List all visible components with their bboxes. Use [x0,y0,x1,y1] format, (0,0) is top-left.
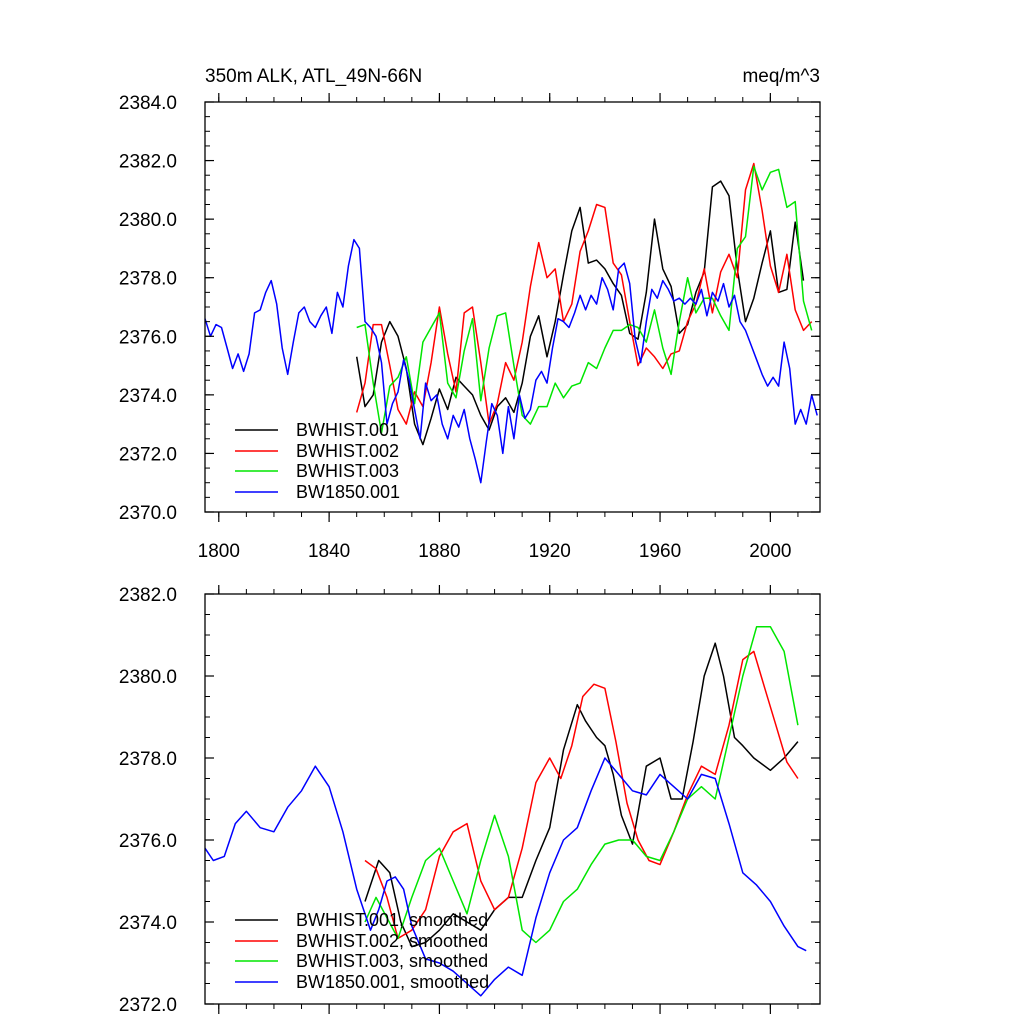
y-tick-label: 2374.0 [119,386,177,407]
top-chart-series [204,162,818,484]
bottom-chart-legend: BWHIST.001, smoothed BWHIST.002, smoothe… [235,910,489,992]
series-line-bwhist-001 [355,180,805,446]
top-chart-title: 350m ALK, ATL_49N-66N [205,66,422,87]
y-tick-label: 2378.0 [119,269,177,290]
x-tick-label: 1800 [198,541,240,562]
y-tick-label: 2372.0 [119,444,177,465]
series-line-bwhist-003 [356,165,813,434]
top-chart-legend: BWHIST.001 BWHIST.002 BWHIST.003 BW1850.… [235,420,400,502]
legend-label-bwhist-002: BWHIST.002 [296,441,399,461]
legend-label-bwhist-003-smoothed: BWHIST.003, smoothed [296,951,488,971]
series-line-bwhist-002-smoothed [364,650,799,940]
y-tick-label: 2372.0 [119,995,177,1016]
legend-label-bw1850-001-smoothed: BW1850.001, smoothed [296,972,489,992]
series-line-bwhist-002 [355,162,813,425]
x-tick-label: 1920 [529,541,571,562]
bottom-chart-series [204,626,807,997]
y-tick-label: 2376.0 [119,327,177,348]
series-line-bw1850-001 [204,238,818,484]
y-tick-label: 2382.0 [119,585,177,606]
y-tick-label: 2376.0 [119,831,177,852]
y-tick-label: 2370.0 [119,503,177,524]
y-tick-label: 2384.0 [119,93,177,114]
y-tick-label: 2380.0 [119,667,177,688]
top-chart-units: meq/m^3 [742,66,820,87]
top-chart-panel: 350m ALK, ATL_49N-66N meq/m^3 2370.0 2372… [119,66,821,562]
legend-label-bw1850-001: BW1850.001 [296,482,400,502]
x-tick-label: 1880 [418,541,460,562]
top-chart-frame [204,101,821,513]
x-tick-label: 1840 [308,541,350,562]
series-line-bwhist-003-smoothed [364,626,799,944]
legend-label-bwhist-002-smoothed: BWHIST.002, smoothed [296,931,488,951]
legend-label-bwhist-001: BWHIST.001 [296,420,399,440]
y-tick-label: 2380.0 [119,210,177,231]
top-chart-ticks: 2370.0 2372.0 2374.0 2376.0 2378.0 2380.0 2382… [119,93,820,562]
bottom-chart-panel: 2372.0 2374.0 2376.0 2378.0 2380.0 2382.0 BWH… [119,585,821,1016]
series-line-bw1850-001-smoothed [204,757,807,997]
y-tick-label: 2382.0 [119,152,177,173]
y-tick-label: 2378.0 [119,749,177,770]
legend-label-bwhist-003: BWHIST.003 [296,461,399,481]
x-tick-label: 1960 [639,541,681,562]
legend-label-bwhist-001-smoothed: BWHIST.001, smoothed [296,910,488,930]
x-tick-label: 2000 [749,541,791,562]
bottom-chart-ticks: 2372.0 2374.0 2376.0 2378.0 2380.0 2382.0 [119,585,820,1016]
bottom-chart-frame [204,593,821,1005]
y-tick-label: 2374.0 [119,913,177,934]
series-line-bwhist-001-smoothed [364,642,799,948]
